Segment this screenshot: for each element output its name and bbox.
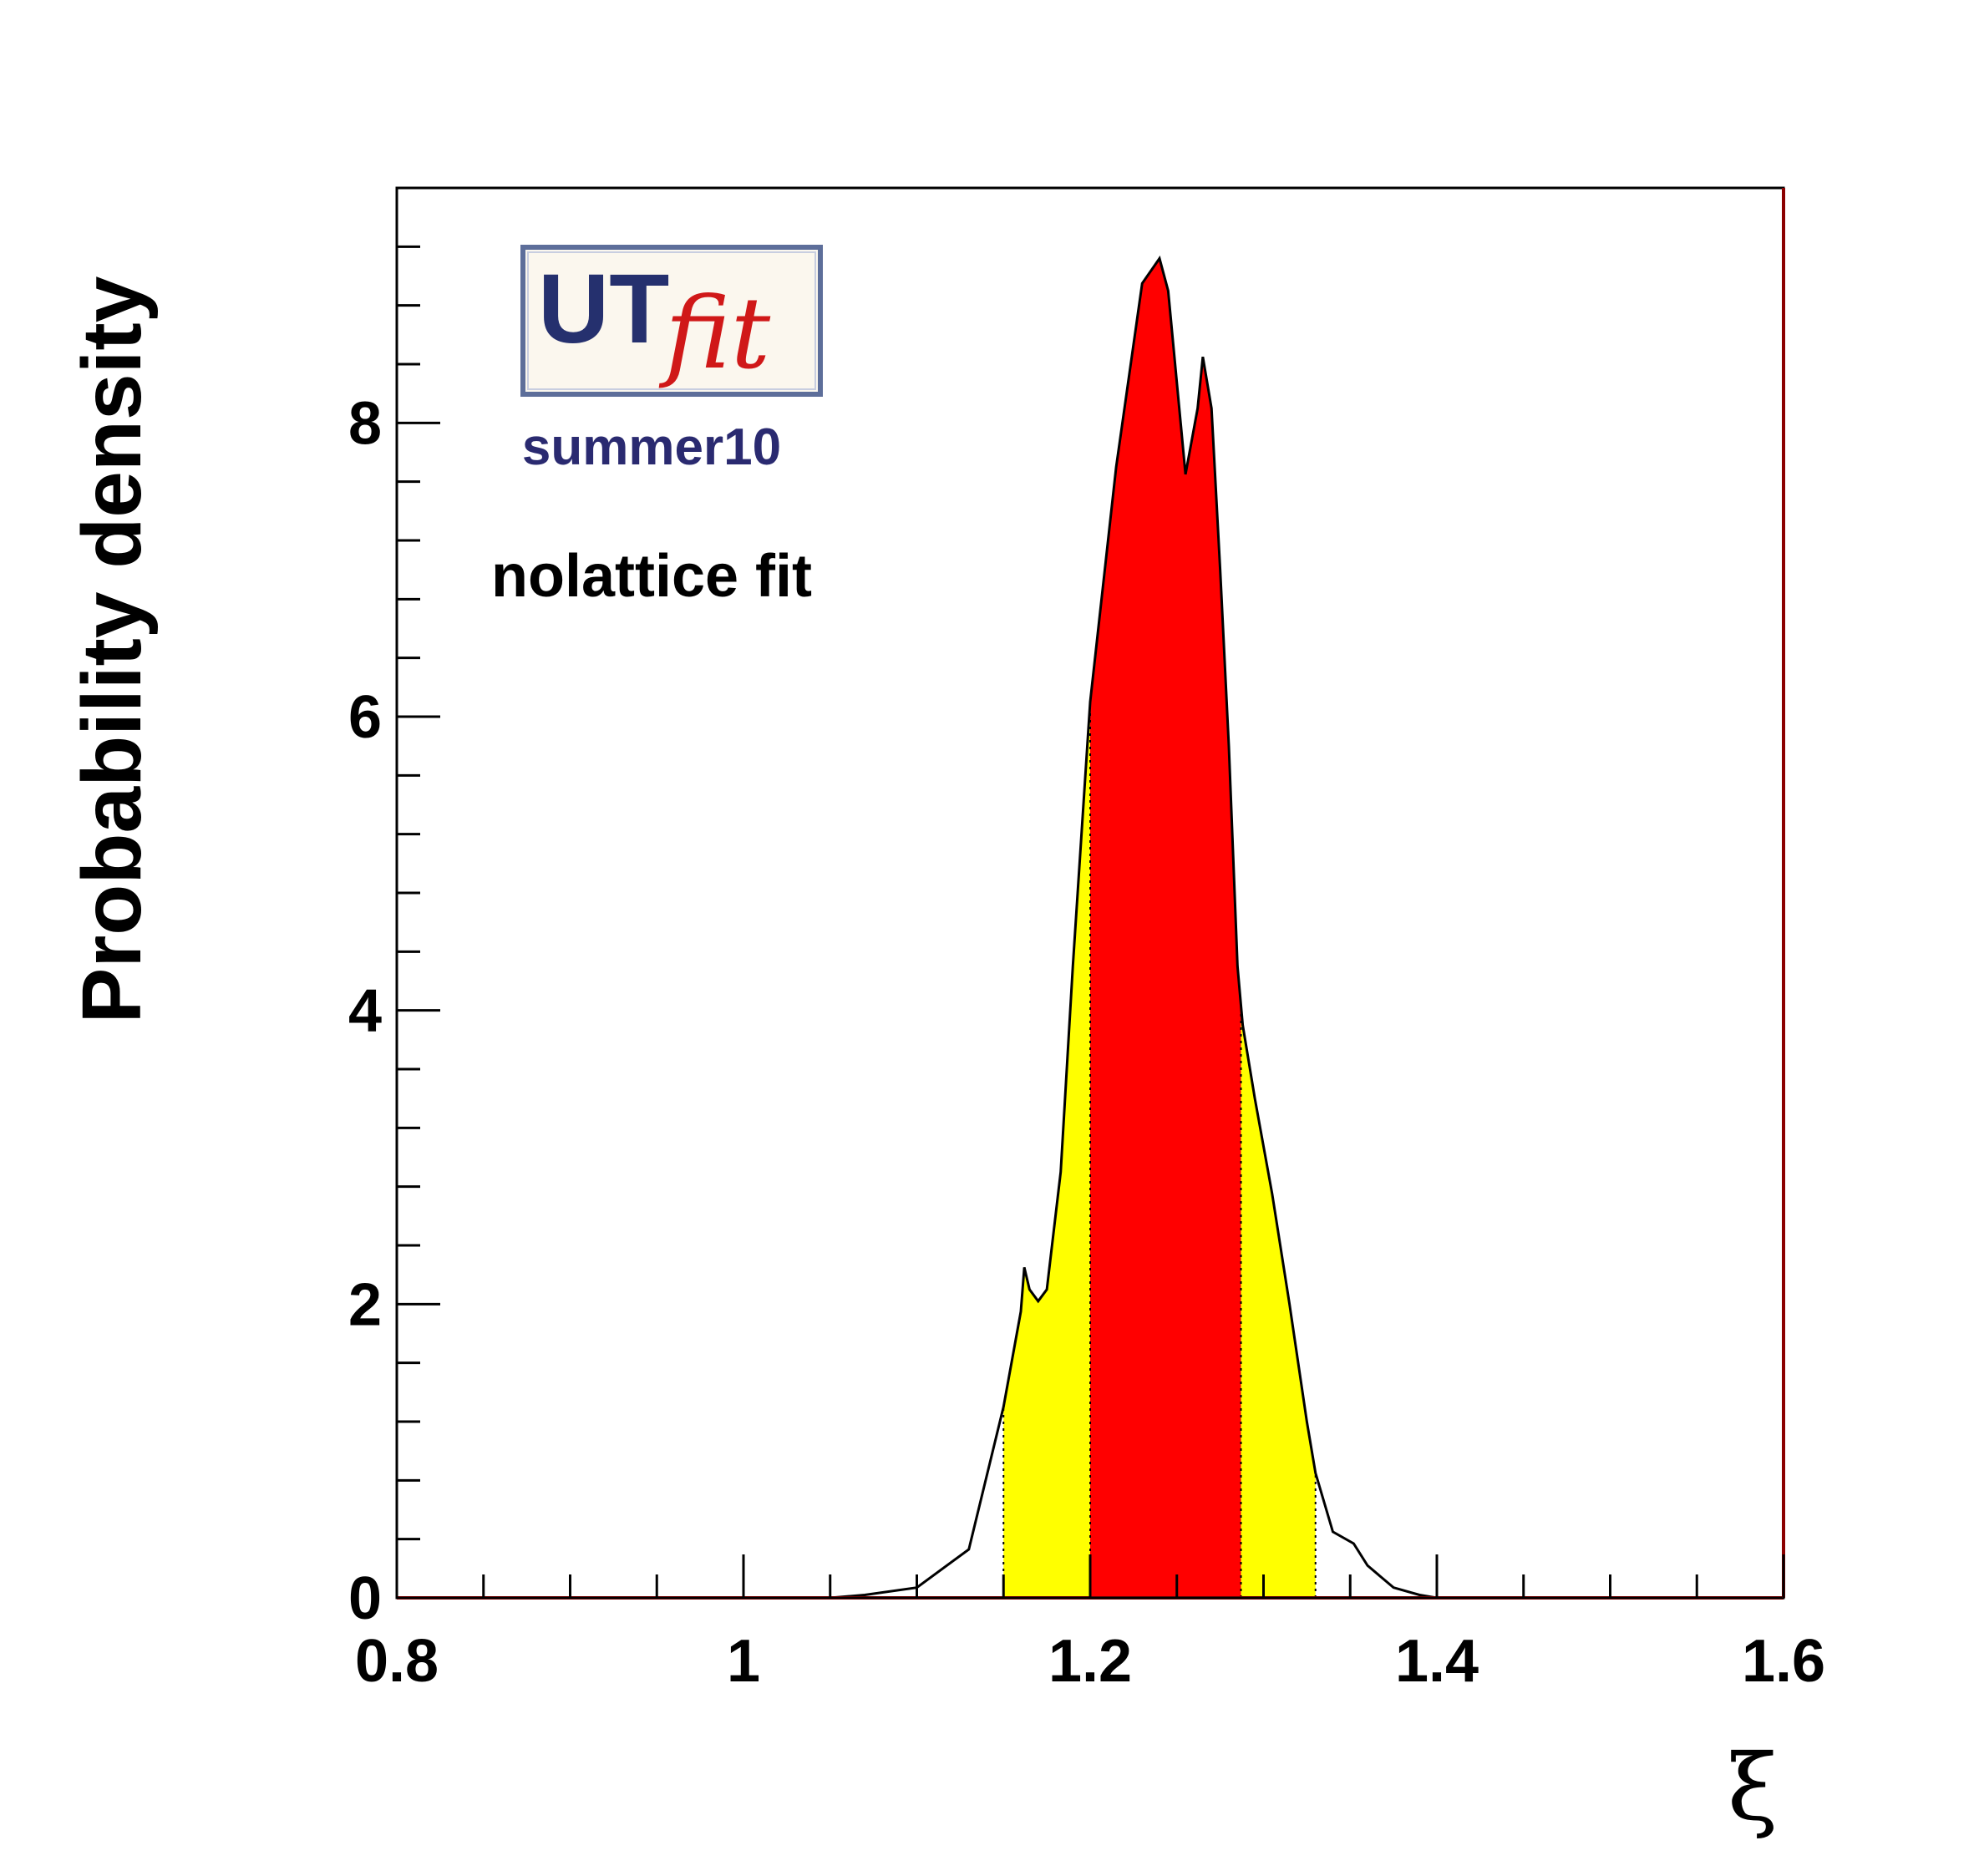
logo-text-fit: fit <box>658 276 771 391</box>
y-tick-label: 0 <box>348 1565 382 1632</box>
x-tick-label: 1 <box>727 1628 760 1695</box>
fill-interval-0 <box>1003 702 1090 1598</box>
annotation-fit-type: nolattice fit <box>491 543 812 610</box>
fill-interval-1 <box>1090 258 1241 1598</box>
x-tick-label: 1.6 <box>1742 1628 1825 1695</box>
fill-interval-2 <box>1241 1005 1316 1598</box>
utfit-logo: UT fit <box>520 245 823 397</box>
fill-areas <box>1003 258 1316 1598</box>
annotation-summer10: summer10 <box>522 418 781 476</box>
x-ticks <box>395 1554 1785 1598</box>
y-tick-label: 4 <box>348 978 382 1045</box>
x-tick-label: 1.2 <box>1048 1628 1132 1695</box>
x-tick-label: 0.8 <box>355 1628 439 1695</box>
density-curve <box>397 255 1784 1600</box>
y-tick-label: 8 <box>348 390 382 457</box>
interval-boundaries <box>1002 702 1317 1598</box>
y-tick-label: 6 <box>348 684 382 751</box>
y-ticks <box>397 186 440 1600</box>
y-tick-labels: 0 2 4 6 8 <box>348 390 382 1632</box>
x-axis-label: ξ <box>1728 1734 1779 1841</box>
y-axis-label: Probability density <box>65 276 159 1023</box>
x-tick-labels: 0.8 1 1.2 1.4 1.6 <box>355 1628 1825 1695</box>
logo-text-ut: UT <box>538 254 669 364</box>
y-tick-label: 2 <box>348 1271 382 1338</box>
x-tick-label: 1.4 <box>1395 1628 1479 1695</box>
